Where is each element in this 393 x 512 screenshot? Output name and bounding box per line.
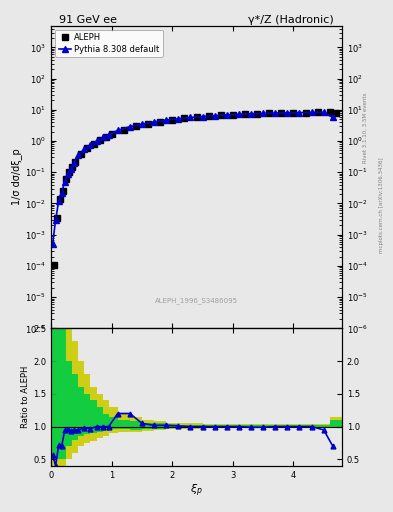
- Pythia 8.308 default: [53, 217, 58, 223]
- ALEPH: [219, 113, 223, 119]
- ALEPH: [52, 262, 57, 268]
- Pythia 8.308 default: [249, 111, 253, 117]
- ALEPH: [103, 134, 108, 140]
- ALEPH: [146, 121, 151, 127]
- Legend: ALEPH, Pythia 8.308 default: ALEPH, Pythia 8.308 default: [55, 30, 163, 57]
- Pythia 8.308 default: [82, 146, 87, 152]
- Pythia 8.308 default: [127, 123, 132, 130]
- ALEPH: [97, 137, 102, 143]
- Pythia 8.308 default: [106, 132, 111, 138]
- ALEPH: [194, 114, 199, 120]
- Pythia 8.308 default: [309, 110, 314, 116]
- X-axis label: $\xi_p$: $\xi_p$: [190, 482, 203, 499]
- Pythia 8.308 default: [188, 114, 193, 120]
- Pythia 8.308 default: [140, 121, 144, 127]
- ALEPH: [79, 151, 84, 157]
- ALEPH: [303, 110, 308, 116]
- Pythia 8.308 default: [212, 113, 217, 119]
- ALEPH: [231, 112, 235, 118]
- Pythia 8.308 default: [68, 166, 73, 172]
- Pythia 8.308 default: [200, 114, 205, 120]
- ALEPH: [182, 115, 187, 121]
- Pythia 8.308 default: [261, 110, 266, 116]
- ALEPH: [91, 141, 96, 147]
- Text: ALEPH_1996_S3486095: ALEPH_1996_S3486095: [155, 297, 238, 304]
- ALEPH: [170, 117, 174, 123]
- Pythia 8.308 default: [297, 110, 302, 116]
- Pythia 8.308 default: [88, 142, 93, 148]
- Pythia 8.308 default: [285, 110, 290, 116]
- Pythia 8.308 default: [50, 241, 55, 247]
- Text: mcplots.cern.ch [arXiv:1306.3436]: mcplots.cern.ch [arXiv:1306.3436]: [379, 157, 384, 252]
- ALEPH: [109, 131, 114, 137]
- ALEPH: [334, 110, 338, 116]
- ALEPH: [255, 111, 259, 117]
- ALEPH: [61, 188, 66, 194]
- ALEPH: [267, 110, 272, 116]
- ALEPH: [206, 113, 211, 119]
- Pythia 8.308 default: [72, 160, 76, 166]
- Pythia 8.308 default: [273, 110, 277, 116]
- Y-axis label: Ratio to ALEPH: Ratio to ALEPH: [21, 366, 30, 429]
- Pythia 8.308 default: [152, 119, 156, 125]
- Pythia 8.308 default: [62, 179, 67, 185]
- ALEPH: [327, 109, 332, 115]
- ALEPH: [73, 159, 78, 165]
- ALEPH: [242, 111, 247, 117]
- ALEPH: [279, 110, 284, 116]
- Pythia 8.308 default: [176, 116, 181, 122]
- Pythia 8.308 default: [56, 198, 61, 204]
- ALEPH: [58, 196, 62, 202]
- Pythia 8.308 default: [237, 111, 241, 117]
- ALEPH: [158, 118, 163, 124]
- ALEPH: [291, 110, 296, 116]
- Line: ALEPH: ALEPH: [51, 110, 339, 267]
- Pythia 8.308 default: [100, 135, 105, 141]
- Pythia 8.308 default: [224, 112, 229, 118]
- Text: 91 GeV ee: 91 GeV ee: [59, 15, 117, 26]
- Pythia 8.308 default: [59, 190, 64, 196]
- Line: Pythia 8.308 default: Pythia 8.308 default: [50, 110, 336, 247]
- ALEPH: [85, 145, 90, 152]
- ALEPH: [70, 164, 75, 170]
- Pythia 8.308 default: [65, 170, 70, 177]
- Pythia 8.308 default: [331, 114, 335, 120]
- Pythia 8.308 default: [164, 117, 169, 123]
- ALEPH: [134, 123, 138, 129]
- ALEPH: [67, 169, 72, 175]
- ALEPH: [55, 215, 59, 221]
- Y-axis label: 1/σ dσ/dξ_p: 1/σ dσ/dξ_p: [11, 148, 22, 205]
- ALEPH: [64, 176, 69, 182]
- Text: γ*/Z (Hadronic): γ*/Z (Hadronic): [248, 15, 334, 26]
- Pythia 8.308 default: [321, 109, 326, 115]
- Text: Rivet 3.1.10, 3.5M events: Rivet 3.1.10, 3.5M events: [363, 93, 368, 163]
- Pythia 8.308 default: [76, 152, 81, 158]
- Pythia 8.308 default: [94, 138, 99, 144]
- Pythia 8.308 default: [116, 127, 120, 134]
- ALEPH: [121, 126, 126, 133]
- ALEPH: [315, 109, 320, 115]
